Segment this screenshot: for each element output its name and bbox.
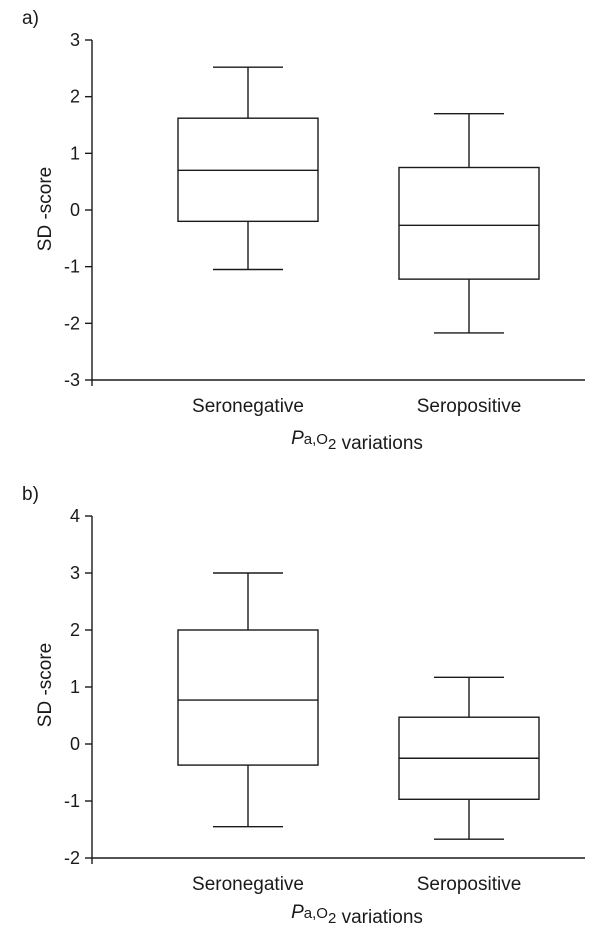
- panel-b-x-axis-label: Pa,O2 variations: [291, 902, 423, 928]
- interquartile-box: [177, 629, 319, 766]
- panel-a-x-axis-label: Pa,O2 variations: [291, 428, 423, 454]
- panel-b-y-tick-label: 4: [70, 506, 80, 526]
- panel-b-y-axis-label: SD -score: [35, 643, 56, 727]
- panel-a-box-seropositive: [398, 112, 540, 334]
- panel-a-y-tick-label: 0: [70, 200, 80, 220]
- panel-b-category-label: Seropositive: [417, 874, 522, 895]
- interquartile-box: [398, 166, 540, 280]
- panel-b-y-tick-label: 2: [70, 620, 80, 640]
- panel-b-label: b): [22, 484, 39, 505]
- panel-a: a) SD -score 3 2 1 0 -1 -2 -3 Seronegative Serop…: [22, 8, 585, 454]
- panel-a-category-label: Seronegative: [192, 396, 304, 417]
- panel-b-y-tick-label: 0: [70, 734, 80, 754]
- panel-a-y-tick-label: -1: [64, 257, 80, 277]
- panel-a-x-axis-label-suffix: variations: [342, 433, 423, 454]
- panel-a-label: a): [22, 8, 39, 29]
- panel-a-y-tick-label: 3: [70, 30, 80, 50]
- panel-b-y-tick-label: 3: [70, 563, 80, 583]
- panel-b: b) SD -score 4 3 2 1 0 -1 -2 Seronegative Seropo…: [22, 484, 585, 928]
- panel-a-box-seronegative: [177, 66, 319, 271]
- panel-b-x-axis-label-suffix: variations: [342, 907, 423, 928]
- panel-b-x-axis-label-prefix: Pa,O2: [291, 902, 336, 927]
- panel-b-y-tick-label: -2: [64, 848, 80, 868]
- panel-a-x-axis-label-prefix: Pa,O2: [291, 428, 336, 453]
- panel-a-plot-area: 3 2 1 0 -1 -2 -3 Seronegative Seropositive: [64, 30, 585, 417]
- panel-b-category-label: Seronegative: [192, 874, 304, 895]
- panel-b-y-tick-label: 1: [70, 677, 80, 697]
- panel-a-y-tick-label: -2: [64, 313, 80, 333]
- panel-b-plot-area: 4 3 2 1 0 -1 -2 Seronegative Seropositive: [64, 506, 585, 895]
- panel-a-y-tick-label: 2: [70, 87, 80, 107]
- panel-b-box-seronegative: [177, 572, 319, 828]
- panel-a-y-axis-label: SD -score: [35, 167, 56, 251]
- panel-b-y-tick-label: -1: [64, 791, 80, 811]
- panel-b-box-seropositive: [398, 676, 540, 840]
- panel-a-y-tick-label: 1: [70, 143, 80, 163]
- panel-a-category-label: Seropositive: [417, 396, 522, 417]
- panel-a-y-tick-label: -3: [64, 370, 80, 390]
